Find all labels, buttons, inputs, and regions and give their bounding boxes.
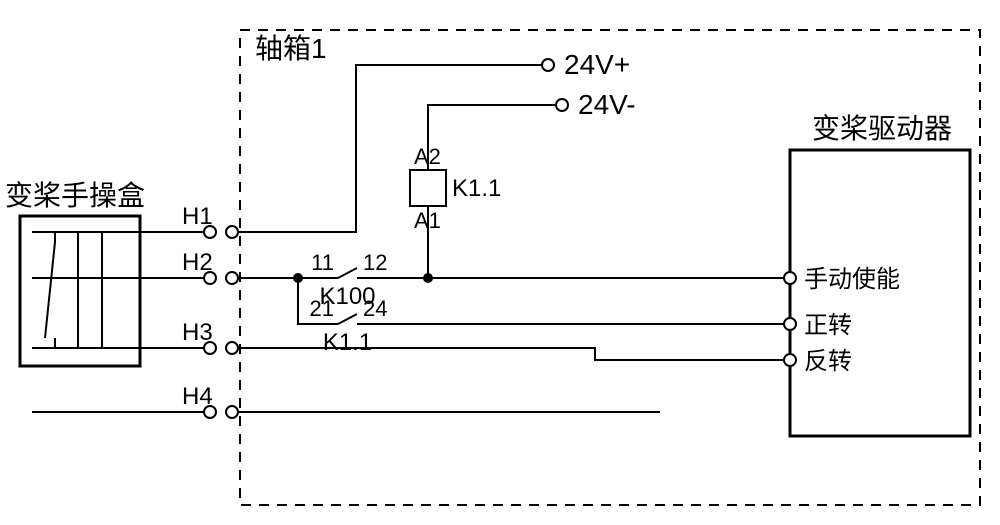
svg-text:24V-: 24V- [578, 89, 636, 120]
svg-text:12: 12 [363, 250, 387, 275]
svg-text:A2: A2 [414, 144, 441, 169]
hand-box [20, 216, 140, 366]
svg-text:A1: A1 [414, 208, 441, 233]
svg-text:H4: H4 [182, 383, 213, 410]
svg-text:反转: 反转 [804, 348, 852, 375]
svg-text:变桨驱动器: 变桨驱动器 [812, 113, 952, 144]
svg-text:H1: H1 [182, 203, 213, 230]
svg-text:H2: H2 [182, 249, 213, 276]
svg-text:变桨手操盒: 变桨手操盒 [5, 180, 145, 211]
svg-text:K1.1: K1.1 [452, 175, 501, 202]
svg-text:24: 24 [363, 296, 387, 321]
svg-text:21: 21 [310, 296, 334, 321]
svg-text:H3: H3 [182, 319, 213, 346]
svg-text:11: 11 [311, 250, 334, 275]
svg-text:K1.1: K1.1 [323, 329, 372, 356]
svg-text:轴箱1: 轴箱1 [255, 33, 327, 64]
svg-text:正转: 正转 [804, 312, 852, 339]
circuit-diagram: 轴箱1变桨手操盒变桨驱动器K1.1A2A11112K1002124K1.1H1H… [0, 0, 1000, 525]
svg-text:手动使能: 手动使能 [804, 266, 900, 293]
svg-text:24V+: 24V+ [564, 49, 630, 80]
driver-box [790, 150, 970, 436]
